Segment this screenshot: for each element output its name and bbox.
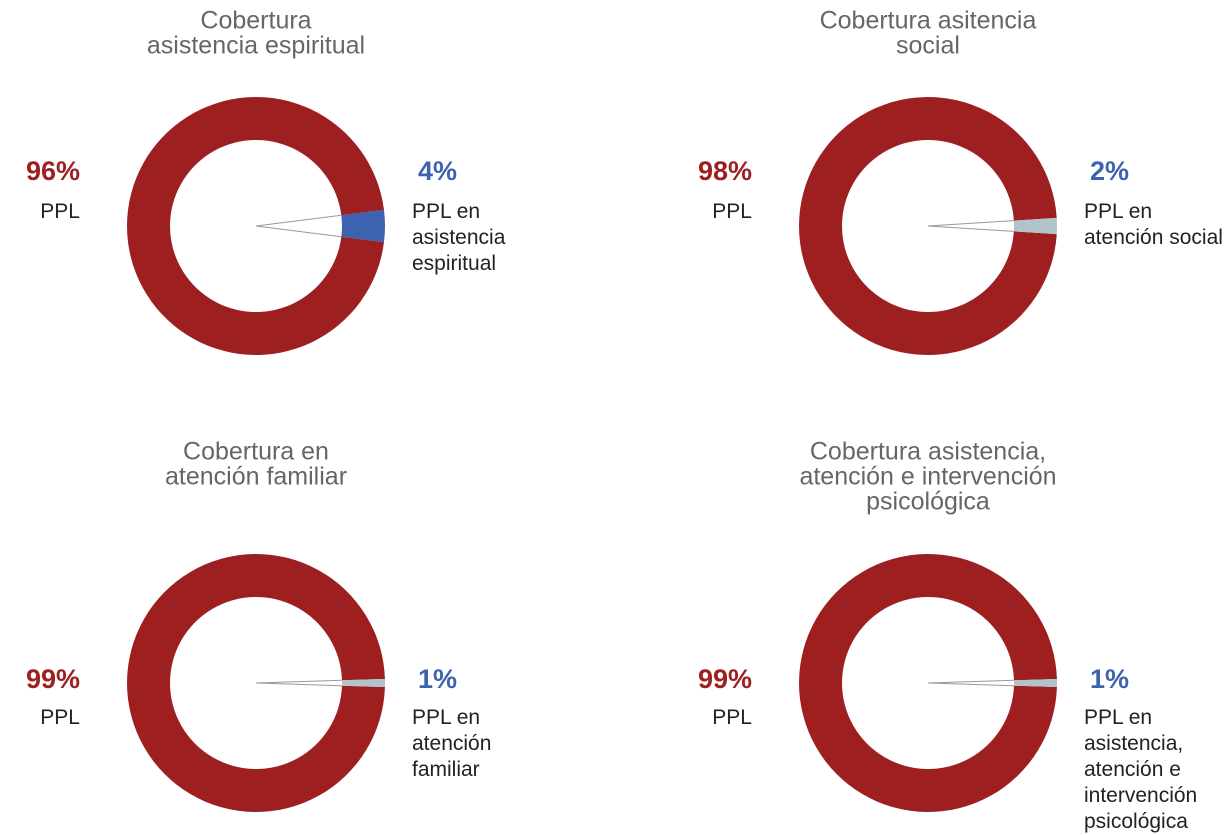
category-label: PPL: [712, 706, 752, 729]
chart-title: Cobertura asistencia,: [810, 438, 1046, 466]
leader-line: [255, 214, 342, 227]
leader-line: [927, 679, 1014, 684]
value-label: 4%: [418, 156, 458, 186]
value-label: 2%: [1090, 156, 1130, 186]
donut-slice: [341, 209, 385, 243]
donut-slice: [127, 97, 384, 355]
value-label: 99%: [697, 664, 752, 694]
category-label: PPL en atención social: [1084, 200, 1223, 249]
value-label: 98%: [697, 156, 752, 186]
chart-title: Cobertura: [200, 7, 311, 35]
chart-title: asistencia espiritual: [147, 32, 365, 60]
chart-title: Cobertura asitencia: [820, 7, 1037, 35]
donut-slice: [799, 96, 1057, 355]
chart-title: atención familiar: [165, 463, 347, 491]
donut-slice: [1013, 217, 1057, 235]
value-label: 99%: [25, 664, 80, 694]
leader-line: [255, 225, 342, 238]
donut-slice: [1013, 678, 1058, 688]
value-label: 96%: [25, 156, 80, 186]
chart-title: atención e intervención: [799, 463, 1056, 491]
category-label: PPL: [712, 200, 752, 223]
leader-line: [255, 679, 342, 684]
chart-title: psicológica: [866, 488, 990, 516]
leader-line: [927, 225, 1014, 232]
value-label: 1%: [418, 664, 458, 694]
leader-line: [927, 220, 1014, 227]
category-label: PPL: [40, 200, 80, 223]
donut-slice: [341, 678, 385, 688]
category-label: PPL en asistencia, atención e intervenci…: [1084, 706, 1198, 833]
value-label: 1%: [1090, 664, 1130, 694]
category-label: PPL en asistencia espiritual: [412, 200, 506, 275]
leader-line: [927, 682, 1014, 687]
chart-title: Cobertura en: [183, 438, 329, 466]
donut-slice: [126, 554, 385, 812]
chart-title: social: [896, 32, 960, 60]
category-label: PPL en atención familiar: [412, 706, 492, 781]
leader-line: [255, 682, 342, 687]
category-label: PPL: [40, 706, 80, 729]
donut-slice: [799, 554, 1057, 812]
